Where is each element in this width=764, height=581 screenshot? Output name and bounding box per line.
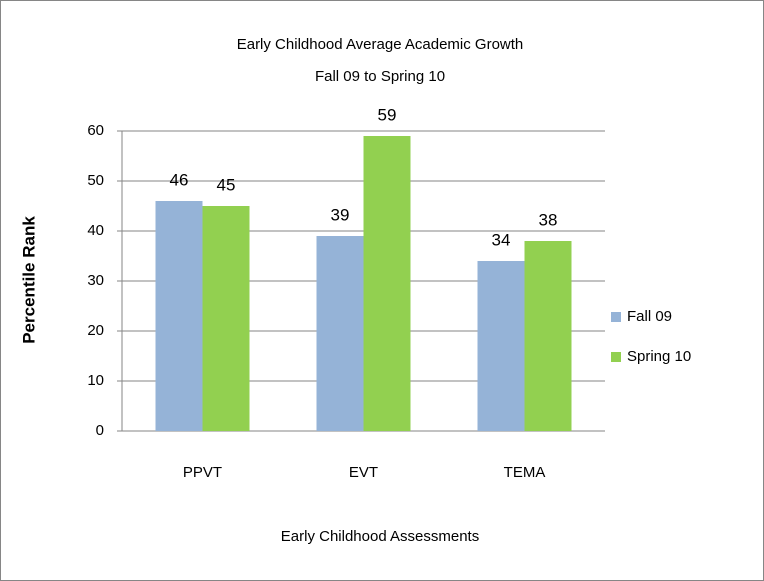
bar bbox=[363, 136, 411, 431]
y-tick-label: 40 bbox=[87, 222, 104, 239]
x-tick-label: PPVT bbox=[183, 464, 222, 481]
x-tick-label: EVT bbox=[349, 464, 378, 481]
bar bbox=[316, 236, 364, 431]
x-axis-label: Early Childhood Assessments bbox=[281, 528, 479, 545]
legend-swatch bbox=[611, 352, 621, 362]
data-label: 45 bbox=[217, 175, 236, 194]
y-tick-label: 10 bbox=[87, 372, 104, 389]
bar bbox=[477, 261, 525, 431]
data-label: 38 bbox=[539, 210, 558, 229]
bar bbox=[524, 241, 572, 431]
chart-subtitle: Fall 09 to Spring 10 bbox=[315, 68, 445, 85]
legend-label: Spring 10 bbox=[627, 348, 691, 365]
data-label: 59 bbox=[378, 105, 397, 124]
y-tick-label: 60 bbox=[87, 122, 104, 139]
bar bbox=[202, 206, 250, 431]
x-tick-label: TEMA bbox=[504, 464, 546, 481]
legend-label: Fall 09 bbox=[627, 308, 672, 325]
data-label: 46 bbox=[170, 170, 189, 189]
y-tick-label: 0 bbox=[96, 422, 104, 439]
y-axis-label: Percentile Rank bbox=[19, 216, 38, 344]
y-tick-label: 30 bbox=[87, 272, 104, 289]
data-label: 34 bbox=[492, 230, 511, 249]
data-label: 39 bbox=[331, 205, 350, 224]
y-tick-label: 20 bbox=[87, 322, 104, 339]
y-tick-label: 50 bbox=[87, 172, 104, 189]
bar bbox=[155, 201, 203, 431]
legend-swatch bbox=[611, 312, 621, 322]
chart-title: Early Childhood Average Academic Growth bbox=[237, 36, 524, 53]
